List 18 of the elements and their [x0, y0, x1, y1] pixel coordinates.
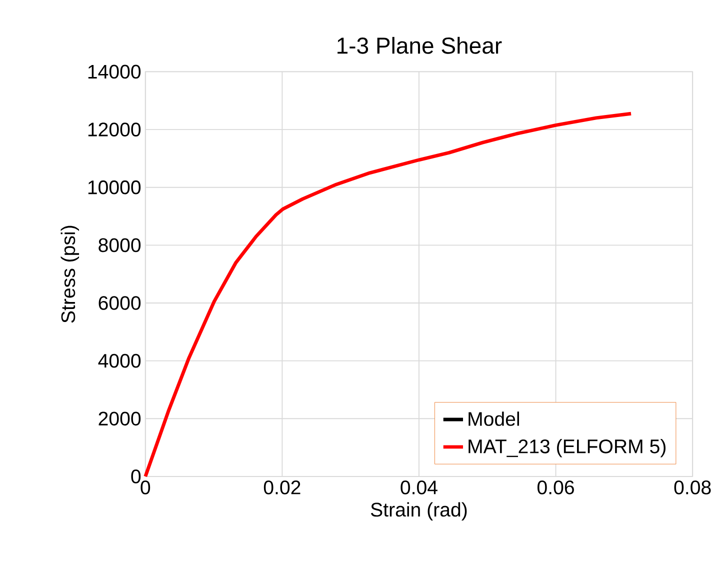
x-tick-label: 0.02 [264, 480, 300, 494]
y-tick-label: 6000 [98, 296, 141, 310]
legend-label: MAT_213 (ELFORM 5) [468, 439, 666, 458]
x-axis-title: Strain (rad) [370, 502, 467, 521]
y-tick-label: 14000 [88, 64, 141, 79]
y-tick-label: 2000 [98, 412, 141, 426]
legend-label: Model [468, 412, 520, 426]
x-tick-label: 0 [140, 480, 150, 494]
chart-title: 1-3 Plane Shear [338, 37, 502, 54]
x-tick-label: 0.08 [674, 480, 711, 494]
y-tick-label: 12000 [88, 122, 141, 137]
y-axis-title: Stress (psi) [60, 226, 80, 323]
y-tick-label: 4000 [98, 354, 141, 368]
y-tick-label: 10000 [88, 180, 141, 194]
x-tick-label: 0.06 [538, 480, 574, 494]
x-tick-label: 0.04 [400, 480, 438, 494]
y-tick-label: 0 [131, 470, 141, 484]
y-tick-label: 8000 [98, 238, 141, 252]
